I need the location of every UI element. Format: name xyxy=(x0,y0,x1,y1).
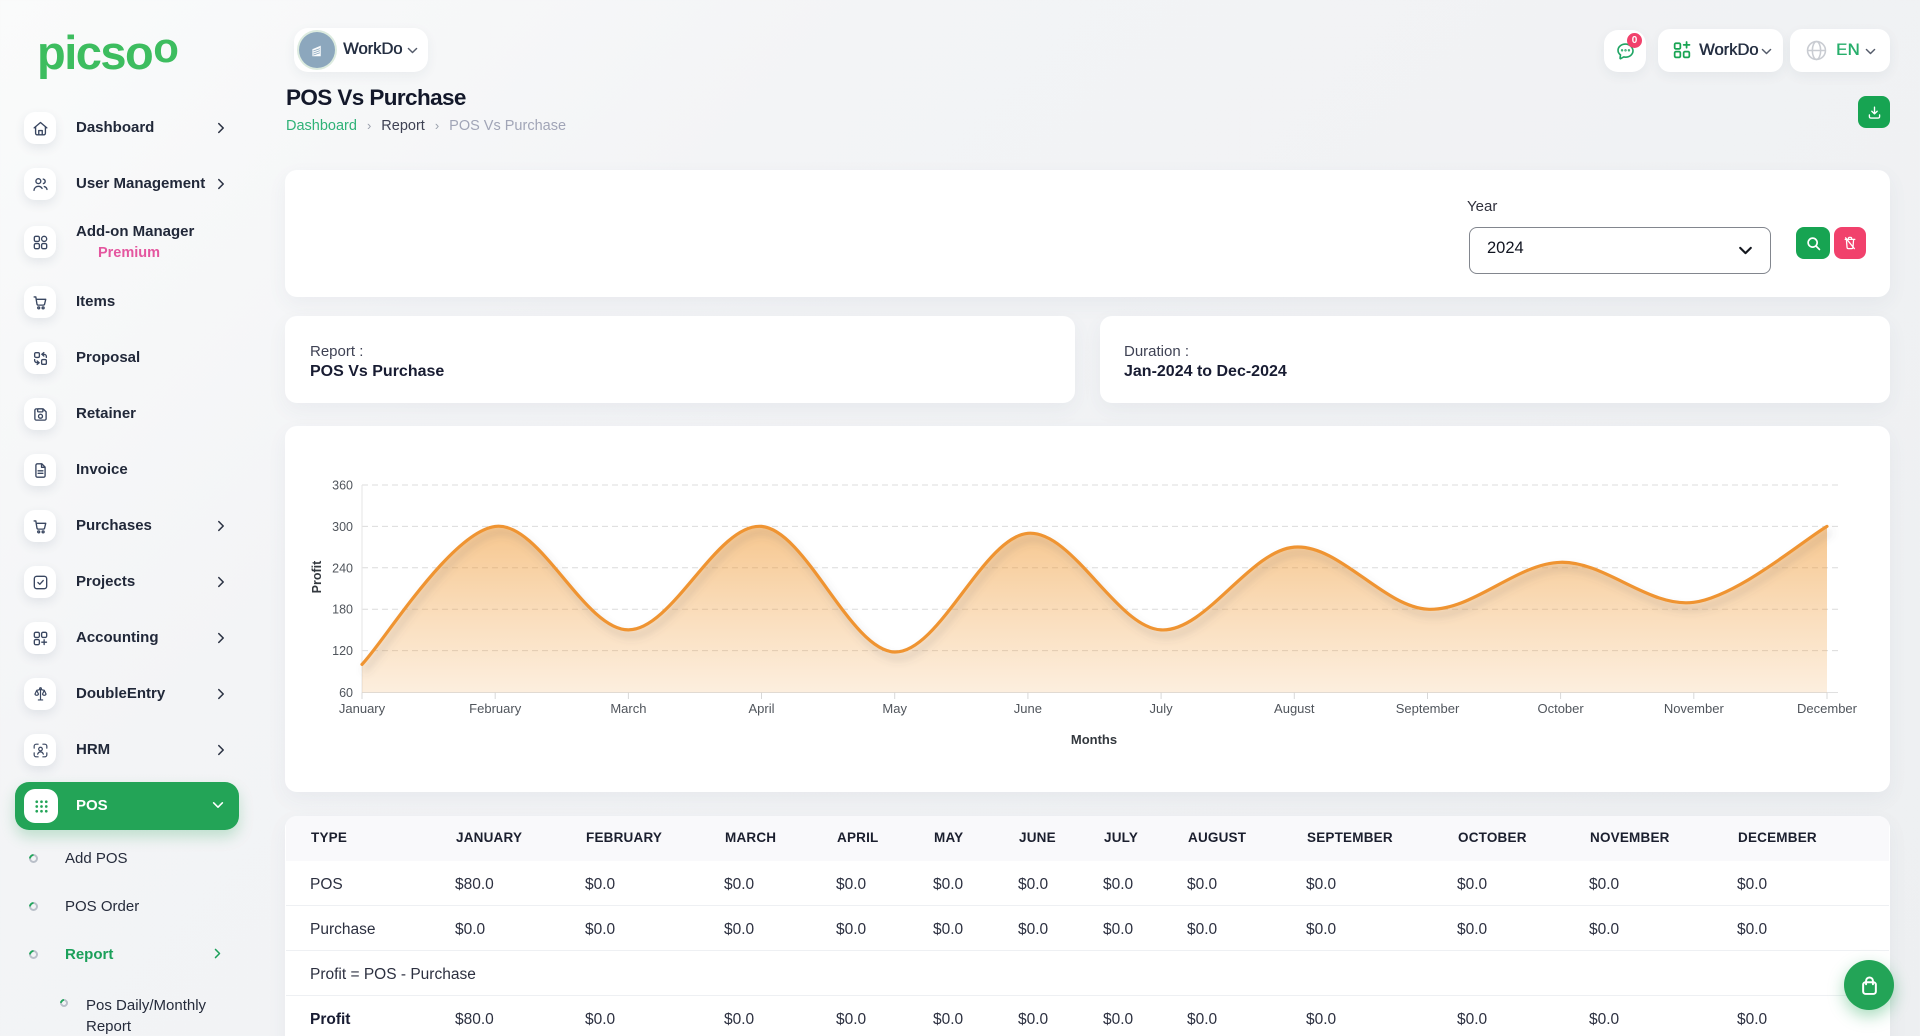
svg-text:February: February xyxy=(469,701,522,716)
svg-text:January: January xyxy=(339,701,386,716)
svg-text:Profit: Profit xyxy=(310,560,324,593)
svg-text:April: April xyxy=(748,701,774,716)
svg-text:June: June xyxy=(1014,701,1042,716)
svg-text:October: October xyxy=(1537,701,1584,716)
svg-text:August: August xyxy=(1274,701,1315,716)
svg-text:60: 60 xyxy=(339,686,353,700)
svg-text:December: December xyxy=(1797,701,1858,716)
svg-text:Months: Months xyxy=(1071,732,1117,747)
svg-text:120: 120 xyxy=(332,644,353,658)
svg-text:March: March xyxy=(610,701,646,716)
svg-text:240: 240 xyxy=(332,561,353,575)
svg-text:360: 360 xyxy=(332,479,353,493)
svg-text:September: September xyxy=(1396,701,1460,716)
svg-text:November: November xyxy=(1664,701,1725,716)
svg-text:July: July xyxy=(1150,701,1174,716)
svg-text:300: 300 xyxy=(332,520,353,534)
svg-text:May: May xyxy=(882,701,907,716)
svg-text:180: 180 xyxy=(332,603,353,617)
